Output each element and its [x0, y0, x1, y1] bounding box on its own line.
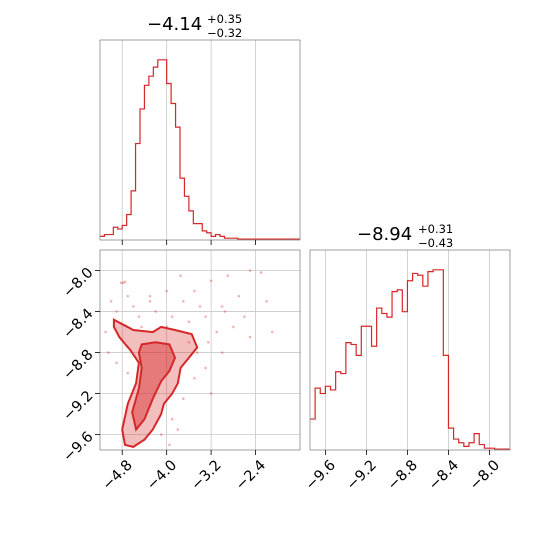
- scatter-point: [123, 280, 127, 284]
- title-1-minus: −0.32: [207, 26, 242, 40]
- hist-y-xtick-label: −9.6: [303, 457, 339, 493]
- title-2-plus: +0.31: [418, 222, 453, 236]
- scatter-point: [187, 320, 191, 324]
- panel-marginal-x-ticks: [121, 240, 256, 245]
- scatter-point: [220, 305, 224, 308]
- scatter-point: [243, 315, 246, 318]
- panel-marginal-y-grid: [324, 250, 490, 450]
- scatter-point: [109, 299, 113, 303]
- scatter-point: [154, 310, 157, 313]
- scatter-point: [270, 330, 274, 334]
- title-param-2: −8.94 +0.31 −0.43: [357, 222, 453, 250]
- scatter-point: [122, 281, 125, 285]
- scatter-point: [148, 299, 152, 303]
- joint-xtick-label: −4.8: [100, 457, 136, 493]
- joint-xtick-label: −4.0: [144, 457, 180, 493]
- scatter-point: [198, 305, 202, 308]
- scatter-point: [223, 310, 227, 313]
- panel-marginal-x-frame: [99, 39, 301, 241]
- scatter-point: [193, 289, 196, 293]
- joint-ytick-label: −8.0: [60, 265, 96, 301]
- scatter-point: [179, 274, 182, 277]
- scatter-point: [126, 371, 130, 375]
- joint-xtick-label: −3.2: [189, 457, 225, 493]
- scatter-point: [107, 351, 110, 354]
- scatter-point: [170, 315, 174, 318]
- hist-y-xtick-label: −8.0: [467, 457, 503, 493]
- scatter-point: [195, 351, 199, 354]
- scatter-point: [237, 294, 241, 298]
- scatter-point: [165, 289, 168, 293]
- scatter-point: [226, 274, 230, 277]
- scatter-point: [126, 294, 130, 298]
- scatter-point: [220, 351, 224, 354]
- joint-scatter: [104, 269, 274, 447]
- scatter-point: [248, 269, 252, 272]
- scatter-point: [248, 335, 252, 339]
- histogram-x-line: [100, 59, 300, 240]
- scatter-point: [187, 341, 191, 344]
- panel-marginal-x: [99, 39, 301, 245]
- joint-ytick-label: −9.6: [60, 429, 96, 465]
- title-1-median: −4.14: [147, 14, 202, 35]
- title-param-1: −4.14 +0.35 −0.32: [147, 12, 242, 40]
- scatter-point: [182, 299, 185, 303]
- scatter-point: [115, 361, 118, 365]
- scatter-point: [232, 325, 235, 329]
- scatter-point: [115, 310, 118, 313]
- scatter-point: [176, 428, 180, 431]
- hist-y-xtick-label: −8.4: [426, 457, 462, 493]
- scatter-point: [207, 341, 210, 344]
- title-1-plus: +0.35: [207, 12, 242, 26]
- scatter-point: [148, 294, 152, 298]
- histogram-y-line: [310, 269, 510, 450]
- scatter-point: [204, 315, 207, 318]
- title-2-median: −8.94: [357, 224, 412, 245]
- scatter-point: [204, 366, 207, 370]
- hist-y-xtick-label: −9.2: [344, 457, 380, 493]
- joint-xtick-label: −2.4: [233, 457, 269, 493]
- panel-joint-grid: [100, 250, 300, 450]
- scatter-point: [119, 281, 123, 285]
- scatter-point: [215, 330, 218, 334]
- panel-joint-frame: [99, 249, 301, 451]
- scatter-point: [193, 376, 196, 380]
- scatter-point: [168, 443, 171, 447]
- panel-marginal-y-ticks: −9.6 −9.2 −8.8 −8.4 −8.0: [303, 450, 503, 494]
- scatter-point: [137, 315, 141, 318]
- scatter-point: [170, 417, 174, 421]
- scatter-point: [259, 271, 263, 274]
- contour-inner: [131, 341, 177, 432]
- panel-marginal-y: −9.6 −9.2 −8.8 −8.4 −8.0: [303, 249, 511, 494]
- panel-joint: −4.8 −4.0 −3.2 −2.4 −8.0 −8.4 −8.8 −9.2 −9.6: [60, 249, 301, 494]
- panel-marginal-y-frame: [309, 249, 511, 451]
- joint-ytick-label: −8.4: [60, 306, 96, 342]
- hist-y-xtick-label: −8.8: [385, 457, 421, 493]
- joint-ytick-label: −9.2: [60, 388, 96, 424]
- scatter-point: [265, 299, 268, 303]
- scatter-point: [209, 279, 213, 283]
- scatter-point: [104, 330, 107, 334]
- scatter-point: [159, 433, 163, 436]
- title-2-minus: −0.43: [418, 236, 453, 250]
- scatter-point: [182, 397, 185, 401]
- scatter-point: [132, 305, 135, 308]
- scatter-point: [209, 392, 213, 395]
- scatter-point: [140, 325, 143, 329]
- joint-ytick-label: −8.8: [60, 347, 96, 383]
- contour-outer: [112, 318, 199, 448]
